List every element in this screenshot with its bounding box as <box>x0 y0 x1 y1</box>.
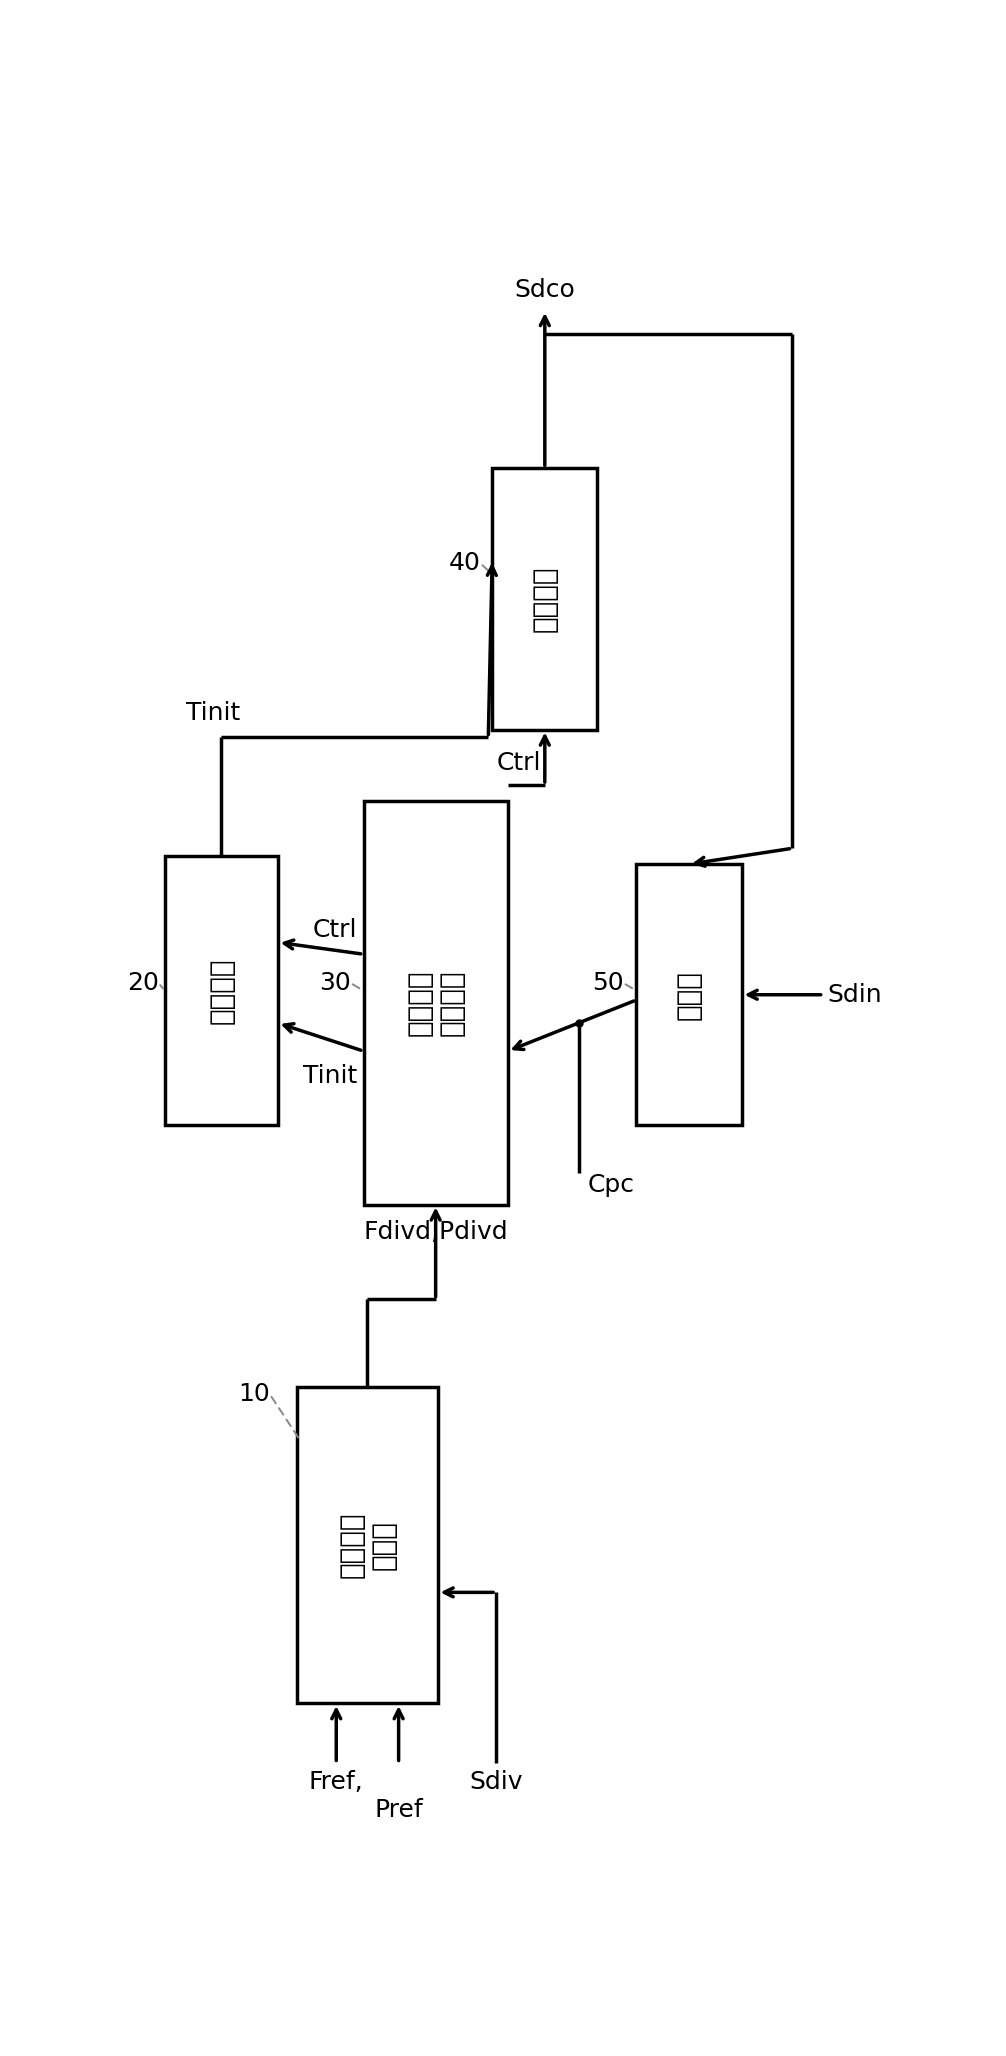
Text: Ctrl: Ctrl <box>313 917 357 942</box>
Bar <box>363 802 508 1205</box>
Text: 除法器: 除法器 <box>675 970 703 1020</box>
Text: Tinit: Tinit <box>303 1063 357 1088</box>
Bar <box>298 1386 438 1702</box>
Text: Sdin: Sdin <box>827 983 882 1007</box>
Text: Pref: Pref <box>374 1799 423 1822</box>
Text: Fref,: Fref, <box>309 1770 363 1793</box>
Text: 40: 40 <box>449 551 481 576</box>
Text: 30: 30 <box>319 970 350 995</box>
Text: 频率相位
锁定电路: 频率相位 锁定电路 <box>405 970 466 1036</box>
Text: Tinit: Tinit <box>186 701 240 726</box>
Text: 50: 50 <box>592 970 624 995</box>
Text: Sdiv: Sdiv <box>470 1770 523 1793</box>
Bar <box>492 469 598 730</box>
Text: Fdivd,Pdivd: Fdivd,Pdivd <box>363 1221 508 1244</box>
Text: 相位频率
检测器: 相位频率 检测器 <box>337 1511 397 1579</box>
Text: Sdco: Sdco <box>514 278 575 302</box>
Text: Ctrl: Ctrl <box>496 752 541 775</box>
Text: 振荡电路: 振荡电路 <box>531 565 558 631</box>
Text: 10: 10 <box>238 1382 271 1406</box>
Bar <box>637 864 741 1125</box>
Text: 校正电路: 校正电路 <box>207 958 235 1024</box>
Bar <box>165 855 278 1125</box>
Text: Cpc: Cpc <box>588 1174 635 1197</box>
Text: 20: 20 <box>127 970 159 995</box>
